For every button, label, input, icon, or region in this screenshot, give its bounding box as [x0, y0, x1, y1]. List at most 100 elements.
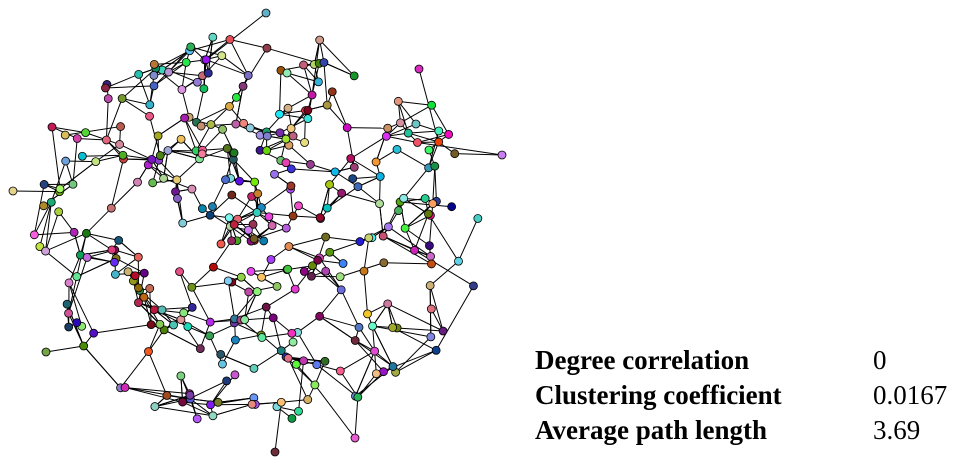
- edge: [163, 150, 169, 179]
- node: [187, 282, 197, 292]
- node: [213, 397, 223, 407]
- edge: [415, 123, 449, 135]
- edge: [231, 194, 258, 213]
- node: [394, 206, 403, 215]
- edge: [265, 288, 296, 308]
- node: [327, 87, 337, 97]
- edge: [266, 107, 289, 133]
- node: [68, 179, 78, 189]
- node: [134, 69, 144, 79]
- node: [69, 227, 79, 237]
- edge: [431, 104, 450, 135]
- edge: [202, 208, 231, 227]
- edge: [201, 123, 236, 127]
- node: [286, 181, 296, 191]
- edge: [33, 201, 52, 236]
- edge: [291, 168, 336, 173]
- node: [225, 101, 234, 111]
- node: [208, 32, 218, 42]
- node: [430, 161, 440, 171]
- node: [199, 84, 209, 94]
- node: [229, 220, 239, 230]
- edge: [124, 387, 191, 400]
- node: [427, 259, 436, 269]
- edge: [86, 207, 112, 234]
- edge: [404, 203, 434, 229]
- node: [216, 349, 226, 359]
- node: [41, 246, 50, 256]
- node: [299, 356, 308, 366]
- edge: [154, 406, 214, 417]
- node: [267, 221, 277, 230]
- node: [149, 81, 159, 91]
- node: [425, 281, 435, 290]
- node: [47, 122, 57, 132]
- node: [350, 336, 360, 345]
- edge: [105, 85, 155, 89]
- node: [354, 322, 364, 332]
- edge: [256, 212, 287, 229]
- node: [176, 371, 186, 381]
- node: [186, 42, 196, 52]
- edge: [379, 203, 384, 237]
- edge: [147, 164, 178, 181]
- edge: [51, 126, 61, 189]
- node: [145, 111, 154, 121]
- edge: [191, 287, 211, 323]
- edge: [226, 148, 232, 179]
- node: [392, 145, 402, 154]
- node: [315, 311, 325, 321]
- edge: [242, 47, 268, 87]
- node: [159, 173, 168, 183]
- edge: [45, 202, 52, 252]
- edge: [281, 399, 308, 403]
- edge: [190, 46, 222, 57]
- edge: [213, 266, 242, 278]
- stat-label: Average path length: [535, 415, 767, 445]
- node: [370, 346, 380, 356]
- node: [35, 242, 45, 251]
- node: [162, 391, 172, 400]
- node: [248, 219, 258, 229]
- node: [330, 167, 340, 177]
- node: [413, 138, 422, 147]
- edge: [148, 351, 168, 396]
- edge: [319, 289, 342, 317]
- node: [225, 35, 235, 44]
- stat-value: 0.0167: [873, 380, 947, 410]
- edge: [220, 353, 255, 369]
- edge: [82, 154, 123, 157]
- edge: [232, 159, 256, 183]
- node: [314, 77, 323, 87]
- node: [414, 64, 424, 74]
- node: [303, 114, 313, 124]
- node: [368, 321, 377, 331]
- edge: [33, 184, 45, 235]
- node: [383, 299, 393, 309]
- node: [153, 131, 163, 141]
- edge: [110, 158, 124, 209]
- edge: [182, 401, 214, 417]
- edge: [329, 158, 352, 185]
- edge: [261, 185, 292, 208]
- edge: [400, 201, 452, 208]
- node: [201, 55, 211, 65]
- node: [399, 193, 409, 203]
- node: [313, 255, 323, 265]
- node: [299, 60, 308, 70]
- node: [230, 370, 240, 380]
- node: [261, 302, 271, 312]
- node: [244, 287, 254, 297]
- edge: [398, 100, 432, 106]
- node: [261, 8, 271, 18]
- edge: [157, 117, 185, 137]
- edge: [354, 397, 359, 439]
- edge: [408, 130, 439, 134]
- node: [276, 346, 286, 356]
- edge: [148, 329, 165, 352]
- node: [253, 189, 263, 199]
- node: [426, 304, 436, 314]
- edge: [83, 345, 121, 389]
- node: [235, 176, 244, 186]
- edge: [256, 212, 294, 217]
